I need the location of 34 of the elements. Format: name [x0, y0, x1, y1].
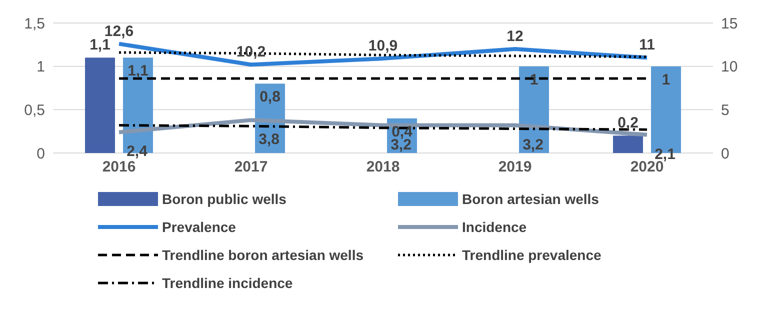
legend-label: Boron public wells [162, 191, 286, 207]
legend-label: Trendline boron artesian wells [162, 247, 364, 263]
legend-label: Incidence [462, 219, 527, 235]
data-label: 1 [530, 71, 538, 88]
data-label: 3,8 [258, 131, 280, 148]
y-tick-label: 1 [36, 58, 45, 76]
data-label: 10,2 [236, 44, 266, 61]
data-label: 3,2 [522, 136, 544, 154]
legend-label: Trendline incidence [162, 275, 293, 291]
data-label: 0,4 [392, 123, 414, 140]
data-label: 0,2 [618, 114, 638, 132]
y-tick-label: 0 [36, 145, 45, 162]
data-label: 12 [506, 28, 524, 45]
y2-tick-label: 5 [721, 102, 730, 119]
data-label: 10,9 [368, 38, 398, 55]
legend-label: Prevalence [162, 219, 236, 235]
legend-label: Boron artesian wells [462, 191, 599, 207]
x-tick-label: 2018 [366, 158, 400, 176]
y-tick-label: 0,5 [24, 102, 45, 119]
x-tick-label: 2016 [102, 158, 136, 176]
bar [85, 58, 115, 153]
legend-label: Trendline prevalence [462, 247, 602, 263]
y2-tick-label: 0 [721, 145, 730, 162]
data-label: 1,1 [128, 62, 148, 80]
y2-tick-label: 10 [721, 58, 738, 76]
bar [613, 136, 643, 153]
y2-tick-label: 15 [721, 15, 738, 32]
data-label: 1 [662, 71, 670, 88]
x-tick-label: 2019 [498, 158, 532, 176]
x-tick-label: 2017 [234, 158, 268, 176]
x-tick-label: 2020 [630, 158, 664, 176]
y-tick-label: 1,5 [24, 15, 45, 32]
data-label: 0,8 [260, 88, 280, 106]
data-label: 11 [639, 36, 655, 54]
